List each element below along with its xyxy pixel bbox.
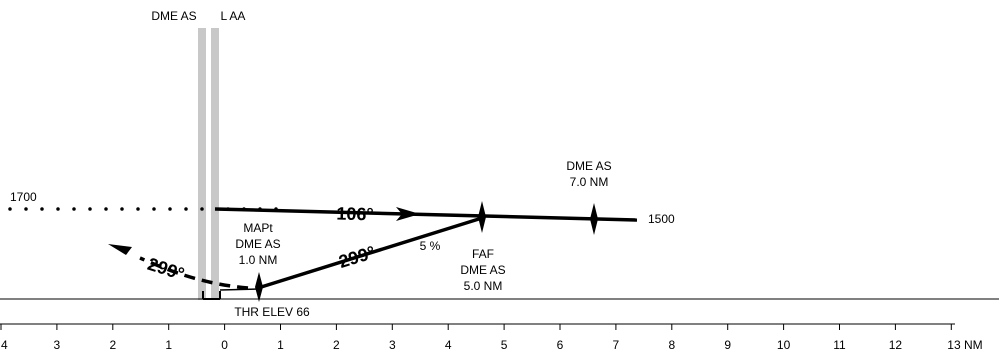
dme7-label-line1: DME AS xyxy=(566,159,611,173)
loc-facility-bar xyxy=(211,28,219,300)
scale-tick-label: 11 xyxy=(833,338,846,352)
final-course-label: 299° xyxy=(336,242,377,272)
scale-tick-label: 1 xyxy=(165,338,172,352)
threshold-label: THR ELEV 66 xyxy=(234,305,310,319)
faf-label-line2: DME AS xyxy=(460,263,505,277)
scale-tick-label: 3 xyxy=(389,338,396,352)
threshold-connector xyxy=(219,288,259,291)
scale-tick-label: 9 xyxy=(724,338,731,352)
faf-label-line1: FAF xyxy=(472,247,494,261)
inbound-course-label: 106° xyxy=(336,204,374,225)
scale-tick-label: 3 xyxy=(54,338,61,352)
scale-tick-label: 6 xyxy=(557,338,564,352)
scale-tick-label: 10 xyxy=(777,338,791,352)
faf-label-line3: 5.0 NM xyxy=(464,279,503,293)
scale-tick-label: 13 NM xyxy=(947,338,982,352)
missed-approach-arrow xyxy=(108,244,132,255)
missed-approach-track xyxy=(139,256,249,290)
distance-scale: 4 3 2 1 0 1 2 3 4 5 6 7 8 9 10 11 12 13 NM xyxy=(0,324,983,352)
mapt-label-line3: 1.0 NM xyxy=(239,253,278,267)
dme7-label-line2: 7.0 NM xyxy=(570,175,609,189)
scale-tick-label: 5 xyxy=(501,338,508,352)
final-descent-track xyxy=(257,216,483,290)
inbound-arrow xyxy=(396,207,420,221)
scale-tick-label: 4 xyxy=(445,338,452,352)
mapt-fix-marker xyxy=(255,272,263,302)
threshold-bracket xyxy=(202,291,221,300)
altitude-1700-label: 1700 xyxy=(10,190,37,204)
gradient-label: 5 % xyxy=(420,239,441,253)
dme-facility-label: DME AS xyxy=(151,9,196,23)
scale-tick-label: 2 xyxy=(333,338,340,352)
mapt-label-line2: DME AS xyxy=(235,237,280,251)
loc-facility-label: L AA xyxy=(221,9,246,23)
scale-tick-label: 1 xyxy=(277,338,284,352)
altitude-1500-label: 1500 xyxy=(648,212,675,226)
inbound-track xyxy=(214,207,638,222)
dme7-fix-marker xyxy=(590,203,598,235)
scale-tick-label: 0 xyxy=(221,338,228,352)
dme-facility-bar xyxy=(198,28,206,300)
faf-fix-marker xyxy=(478,201,486,233)
scale-tick-label: 4 xyxy=(1,338,8,352)
mapt-label-line1: MAPt xyxy=(243,221,273,235)
scale-tick-label: 8 xyxy=(668,338,675,352)
scale-tick-label: 7 xyxy=(613,338,620,352)
missed-course-label: 299° xyxy=(145,254,187,285)
scale-tick-label: 12 xyxy=(889,338,903,352)
scale-tick-label: 2 xyxy=(109,338,116,352)
